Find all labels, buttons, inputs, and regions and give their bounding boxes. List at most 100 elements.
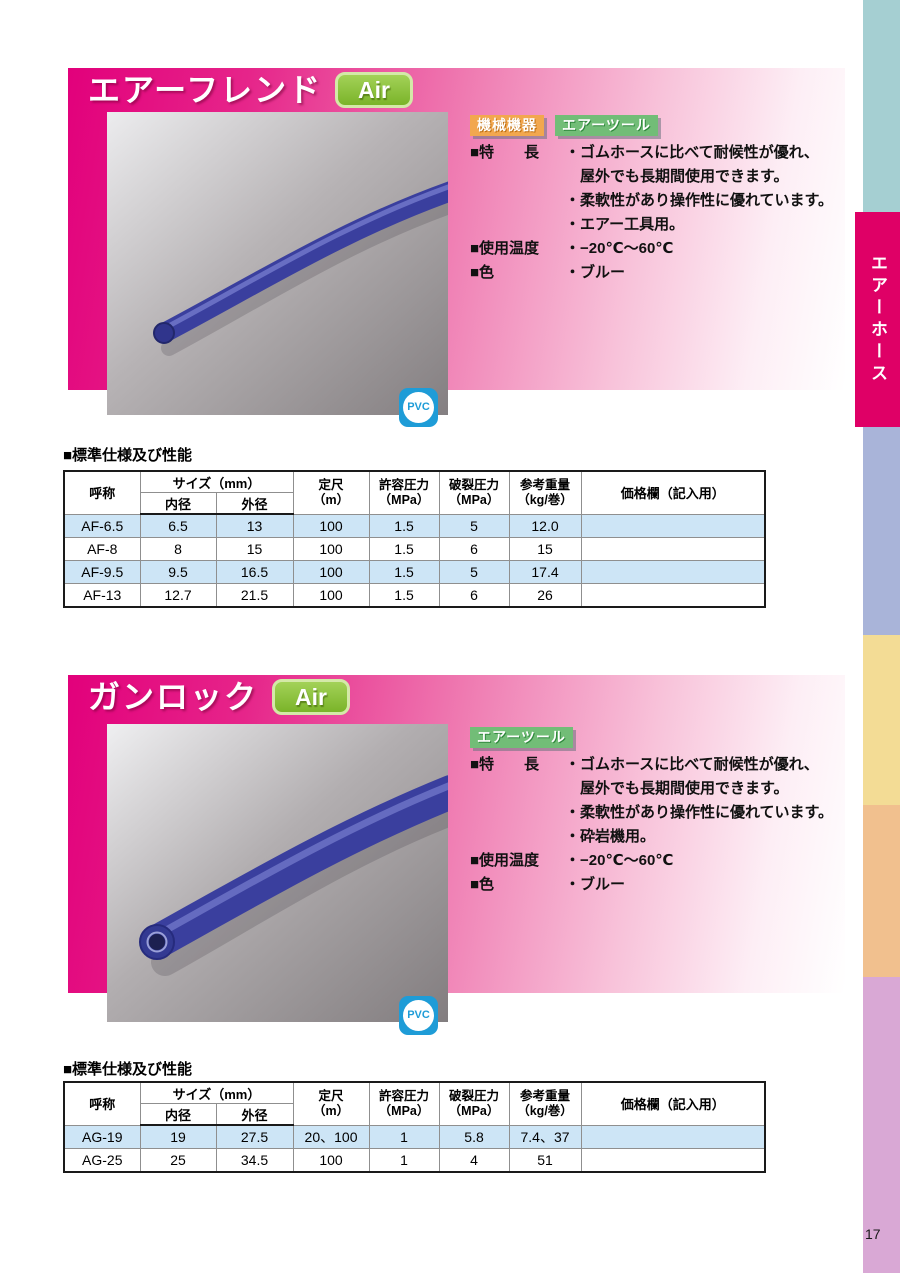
cell-weight: 51 (508, 1148, 582, 1173)
spec-heading: ■標準仕様及び性能 (63, 447, 193, 464)
feature-line: ・柔軟性があり操作性に優れています。 (470, 801, 850, 825)
feature-line: ■特 長 ・ゴムホースに比べて耐候性が優れ、 (470, 753, 850, 777)
table-row: AF-9.5 9.5 16.5 100 1.5 5 17.4 (63, 560, 766, 584)
col-header-wp-line2: （MPa） (378, 1103, 430, 1118)
cell-burst-pressure: 5 (438, 560, 510, 584)
category-tags: エアーツール (470, 727, 573, 748)
cell-name: AF-8 (63, 537, 141, 561)
cell-name: AF-9.5 (63, 560, 141, 584)
feature-label: ■特 長 (470, 756, 540, 773)
cell-burst-pressure: 6 (438, 583, 510, 608)
page-number: 17 (865, 1226, 881, 1242)
cell-weight: 26 (508, 583, 582, 608)
feature-label (470, 213, 565, 237)
col-header-length-line2: （m） (312, 492, 350, 507)
feature-line: ・砕岩機用。 (470, 825, 850, 849)
cell-length: 100 (292, 560, 370, 584)
col-header-working-pressure: 許容圧力 （MPa） (368, 1081, 440, 1126)
table-row: AF-6.5 6.5 13 100 1.5 5 12.0 (63, 513, 766, 538)
col-header-length: 定尺 （m） (292, 1081, 370, 1126)
table-row: AF-13 12.7 21.5 100 1.5 6 26 (63, 583, 766, 608)
col-header-size: サイズ（mm） (139, 470, 294, 493)
col-header-length: 定尺 （m） (292, 470, 370, 515)
sidebar-block-teal (863, 0, 900, 212)
cell-inner-dia: 19 (139, 1124, 217, 1149)
cell-price (580, 560, 766, 584)
col-header-size: サイズ（mm） (139, 1081, 294, 1104)
col-header-weight: 参考重量 （kg/巻） (508, 470, 582, 515)
pvc-material-badge: PVC (399, 388, 438, 427)
tag-airtool: エアーツール (470, 727, 573, 748)
col-header-bp-line2: （MPa） (448, 492, 500, 507)
category-tags: 機械機器 エアーツール (470, 115, 658, 136)
cell-weight: 7.4、37 (508, 1124, 582, 1149)
cell-name: AG-19 (63, 1124, 141, 1149)
col-header-bp-line1: 破裂圧力 (449, 477, 500, 492)
feature-text: ・ブルー (565, 876, 626, 893)
feature-line: ■特 長 ・ゴムホースに比べて耐候性が優れ、 (470, 141, 850, 165)
col-header-wt-line2: （kg/巻） (517, 492, 573, 507)
cell-price (580, 583, 766, 608)
cell-working-pressure: 1 (368, 1124, 440, 1149)
pvc-material-badge: PVC (399, 996, 438, 1035)
cell-price (580, 513, 766, 538)
col-header-outer-dia: 外径 (215, 492, 294, 515)
col-header-length-line1: 定尺 (318, 1088, 344, 1103)
cell-outer-dia: 15 (215, 537, 294, 561)
cell-outer-dia: 34.5 (215, 1148, 294, 1173)
pvc-label: PVC (403, 1000, 434, 1031)
feature-line: ・エアー工具用。 (470, 213, 850, 237)
col-header-burst-pressure: 破裂圧力 （MPa） (438, 470, 510, 515)
tag-machinery: 機械機器 (470, 115, 544, 136)
table-row: AG-19 19 27.5 20、100 1 5.8 7.4、37 (63, 1124, 766, 1149)
col-header-length-line1: 定尺 (318, 477, 344, 492)
feature-text: ・柔軟性があり操作性に優れています。 (565, 192, 834, 209)
cell-inner-dia: 25 (139, 1148, 217, 1173)
cell-inner-dia: 9.5 (139, 560, 217, 584)
feature-list: ■特 長 ・ゴムホースに比べて耐候性が優れ、 屋外でも長期間使用できます。 ・柔… (470, 753, 850, 897)
feature-label: ■使用温度 (470, 240, 540, 257)
cell-working-pressure: 1.5 (368, 513, 440, 538)
sidebar-block-pink (863, 977, 900, 1273)
col-header-length-line2: （m） (312, 1103, 350, 1118)
cell-length: 100 (292, 1148, 370, 1173)
cell-inner-dia: 12.7 (139, 583, 217, 608)
feature-text: ・ゴムホースに比べて耐候性が優れ、 (565, 756, 819, 773)
cell-burst-pressure: 5.8 (438, 1124, 510, 1149)
col-header-price: 価格欄（記入用） (580, 1081, 766, 1126)
feature-text: ・−20℃〜60℃ (565, 852, 674, 869)
cell-working-pressure: 1.5 (368, 537, 440, 561)
tag-airtool: エアーツール (555, 115, 658, 136)
cell-weight: 15 (508, 537, 582, 561)
col-header-wt-line1: 参考重量 (520, 477, 571, 492)
cell-price (580, 1124, 766, 1149)
col-header-burst-pressure: 破裂圧力 （MPa） (438, 1081, 510, 1126)
col-header-price: 価格欄（記入用） (580, 470, 766, 515)
feature-text: 屋外でも長期間使用できます。 (580, 168, 789, 185)
col-header-wt-line1: 参考重量 (520, 1088, 571, 1103)
feature-text: ・砕岩機用。 (565, 828, 656, 845)
cell-working-pressure: 1.5 (368, 583, 440, 608)
col-header-wp-line1: 許容圧力 (379, 1088, 430, 1103)
feature-text: ・ブルー (565, 264, 626, 281)
col-header-weight: 参考重量 （kg/巻） (508, 1081, 582, 1126)
spec-heading: ■標準仕様及び性能 (63, 1061, 193, 1078)
feature-line: 屋外でも長期間使用できます。 (470, 165, 850, 189)
feature-label (470, 165, 565, 189)
cell-outer-dia: 21.5 (215, 583, 294, 608)
feature-line: ・柔軟性があり操作性に優れています。 (470, 189, 850, 213)
col-header-inner-dia: 内径 (139, 1103, 217, 1126)
cell-weight: 12.0 (508, 513, 582, 538)
cell-name: AG-25 (63, 1148, 141, 1173)
feature-label: ■特 長 (470, 144, 540, 161)
col-header-wt-line2: （kg/巻） (517, 1103, 573, 1118)
cell-length: 100 (292, 513, 370, 538)
spec-table-airfriend: 呼称 サイズ（mm） 定尺 （m） 許容圧力 （MPa） 破裂圧力 （MPa） 参考重… (63, 470, 767, 608)
sidebar-tab-label: エアーホース (868, 253, 887, 386)
feature-label (470, 825, 565, 849)
col-header-bp-line1: 破裂圧力 (449, 1088, 500, 1103)
cell-price (580, 1148, 766, 1173)
cell-inner-dia: 6.5 (139, 513, 217, 538)
feature-text: ・エアー工具用。 (565, 216, 685, 233)
cell-outer-dia: 13 (215, 513, 294, 538)
